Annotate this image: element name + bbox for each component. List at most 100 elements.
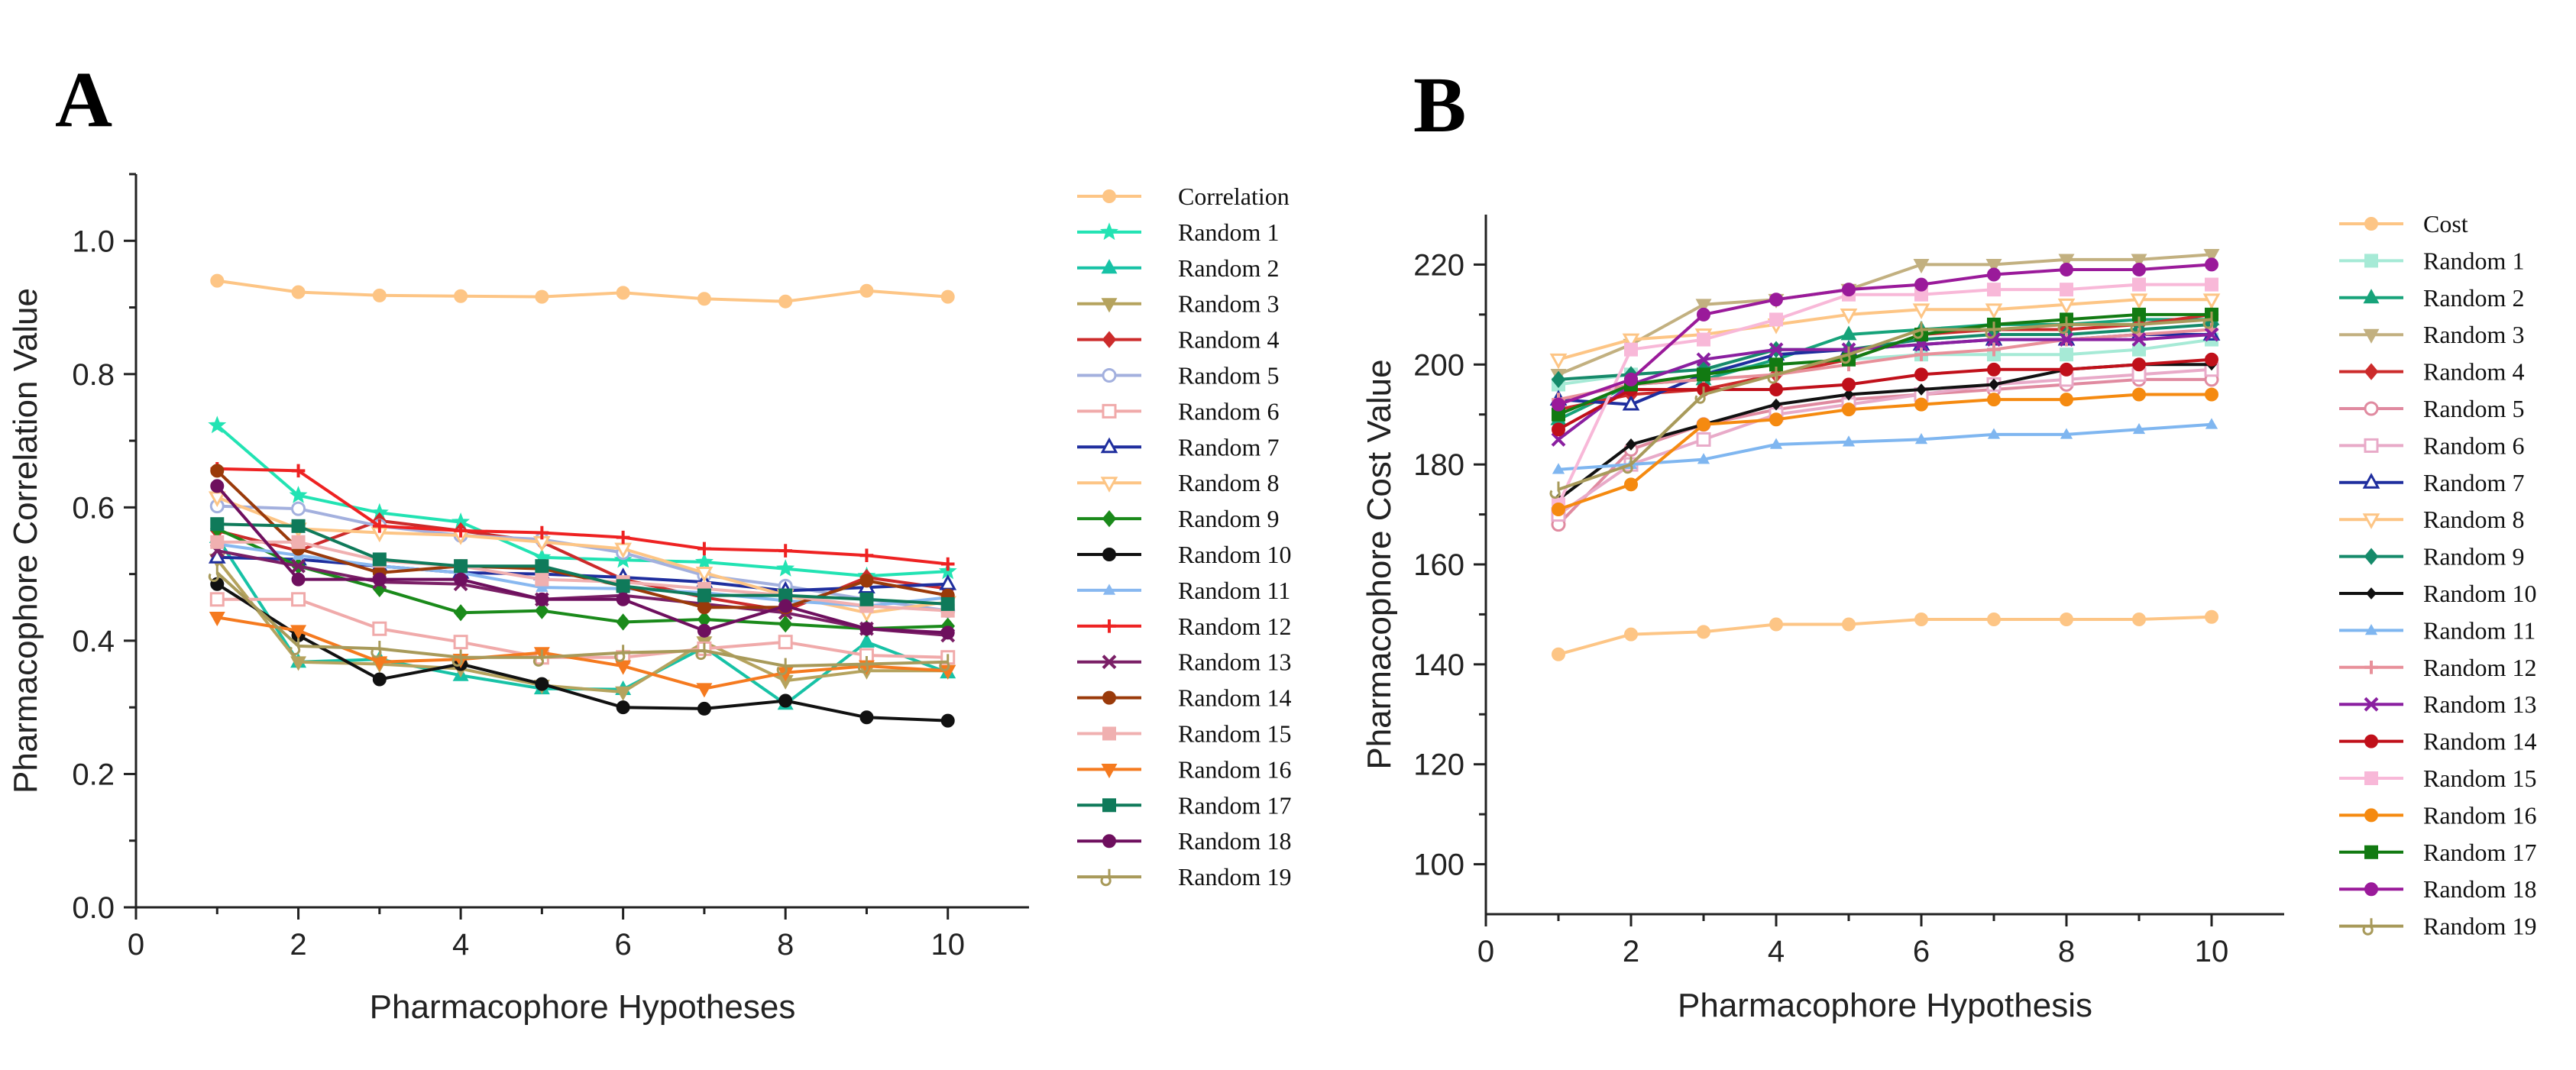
series-line: [216, 549, 948, 637]
legend-entry: Random 9: [2339, 543, 2524, 571]
legend-marker: [1102, 690, 1116, 705]
legend-entry: Random 16: [1077, 755, 1291, 783]
legend-marker: [2364, 734, 2378, 748]
data-point: [535, 592, 549, 606]
data-point: [289, 486, 308, 503]
data-point: [2205, 387, 2218, 402]
data-point: [1914, 277, 1928, 292]
legend-marker: [2364, 254, 2378, 268]
data-point: [210, 479, 225, 493]
data-point: [1769, 312, 1783, 327]
data-point: [1913, 259, 1930, 274]
data-point: [695, 642, 707, 661]
panel-b-letter: B: [1413, 61, 1466, 149]
legend-entry: Random 15: [2339, 765, 2536, 792]
legend-label: Random 5: [1178, 362, 1279, 390]
series-line: [1558, 318, 2212, 422]
y-tick-label: 180: [1413, 448, 1464, 482]
series-line: [216, 583, 948, 722]
legend-marker: [2364, 548, 2379, 565]
legend-label: Random 2: [1178, 254, 1279, 282]
data-point: [2130, 293, 2148, 309]
data-point: [291, 535, 306, 549]
data-point: [859, 283, 874, 298]
series-line: [217, 279, 948, 303]
data-point: [616, 530, 630, 545]
series-line: [217, 467, 948, 566]
legend-label: Random 17: [2423, 839, 2536, 866]
legend-entry: Random 14: [2339, 728, 2536, 755]
legend-label: Random 16: [2423, 801, 2536, 829]
legend-marker: [1102, 368, 1117, 383]
legend-label: Random 12: [1178, 613, 1291, 640]
series-line: [1557, 367, 2212, 516]
legend-entry: Random 2: [2339, 284, 2524, 312]
data-point: [291, 592, 306, 607]
legend-marker: [1102, 403, 1117, 419]
data-point: [778, 615, 793, 633]
series-random-19: [208, 564, 950, 676]
legend-marker: [2362, 473, 2380, 489]
legend-label: Random 8: [1178, 469, 1279, 496]
legend-label: Random 15: [2423, 765, 2536, 792]
legend-marker: [1101, 764, 1118, 779]
data-point: [2202, 312, 2214, 329]
data-point: [858, 632, 875, 648]
legend-label: Random 4: [2423, 358, 2524, 386]
data-point: [939, 654, 950, 671]
data-point: [210, 517, 225, 532]
data-point: [694, 552, 714, 571]
data-point: [2204, 327, 2219, 342]
data-point: [616, 700, 630, 715]
data-point: [1769, 293, 1783, 307]
data-point: [1842, 435, 1856, 447]
data-point: [1987, 362, 2001, 377]
data-point: [1985, 322, 1996, 339]
series-line: [1558, 393, 2212, 511]
series-random-18: [210, 479, 955, 640]
legend-marker: [2364, 882, 2378, 897]
legend-entry: Random 4: [1077, 326, 1279, 354]
legend-entry: Random 9: [1077, 505, 1279, 532]
legend-entry: Random 11: [1077, 577, 1290, 604]
legend-label: Random 7: [2423, 469, 2524, 496]
legend-label: Random 6: [2423, 432, 2524, 459]
data-point: [859, 548, 874, 562]
legend-marker: [2364, 623, 2378, 635]
legend-marker: [2364, 661, 2378, 674]
data-point: [859, 574, 874, 588]
series-line: [1558, 253, 2212, 377]
data-point: [1552, 422, 1565, 437]
data-point: [695, 566, 714, 583]
data-point: [1769, 438, 1783, 449]
data-point: [1914, 397, 1928, 412]
data-point: [1696, 432, 1711, 447]
legend-entry: Random 12: [1077, 613, 1291, 640]
legend-entry: Random 6: [1077, 397, 1279, 425]
legend-marker: [2363, 328, 2380, 344]
series-line: [1557, 283, 2212, 506]
data-point: [697, 541, 711, 556]
data-point: [372, 552, 387, 567]
series-line: [1558, 312, 2212, 416]
legend-label: Random 3: [2423, 321, 2524, 348]
data-point: [208, 564, 219, 582]
data-point: [616, 613, 630, 631]
x-tick-label: 0: [128, 928, 144, 962]
legend-label: Random 10: [1178, 541, 1291, 568]
data-point: [2130, 316, 2141, 335]
data-point: [209, 611, 225, 627]
data-point: [1842, 283, 1856, 297]
data-point: [2205, 418, 2218, 429]
data-point: [535, 572, 549, 587]
series-random-14: [1552, 352, 2218, 437]
data-point: [1912, 303, 1930, 320]
data-point: [535, 602, 549, 619]
legend-marker: [1101, 298, 1118, 313]
legend-label: Random 13: [1178, 648, 1291, 676]
x-tick-label: 2: [1623, 935, 1639, 968]
data-point: [1842, 617, 1856, 632]
data-point: [616, 286, 630, 300]
data-point: [1769, 412, 1783, 427]
